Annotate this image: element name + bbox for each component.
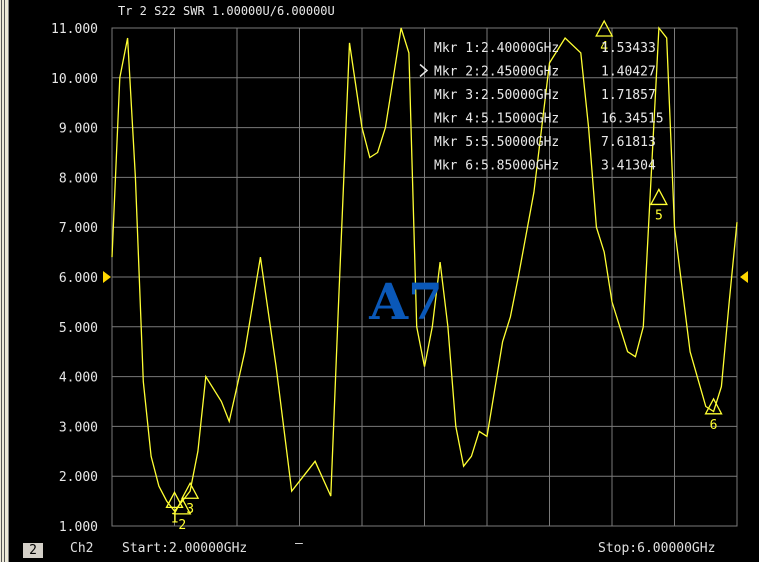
trace-header: Tr 2 S22 SWR 1.00000U/6.00000U [118, 4, 335, 18]
marker-2-label: Mkr 2:2.45000GHz [434, 65, 559, 80]
y-tick-labels: 11.000 10.000 9.000 8.000 7.000 6.000 5.000 4.0… [51, 22, 98, 535]
reference-level-markers [103, 271, 748, 283]
marker-6-triangle [704, 397, 723, 415]
marker-3-value: 1.71857 [601, 88, 656, 103]
y-tick-label: 8.000 [59, 171, 98, 186]
marker-3-label: Mkr 3:2.50000GHz [434, 88, 559, 103]
marker-4-triangle [595, 19, 614, 37]
y-tick-label: 11.000 [51, 22, 98, 37]
start-cursor-dash: — [295, 536, 303, 551]
marker-5-value: 7.61813 [601, 135, 656, 150]
s22-swr-trace [111, 26, 738, 513]
marker-5-triangle [649, 188, 668, 206]
window-left-edge [0, 0, 9, 562]
marker-3-triangle [181, 481, 200, 499]
plot-grid [111, 27, 738, 527]
stop-frequency[interactable]: Stop:6.00000GHz [598, 541, 716, 556]
marker-4-value: 16.34515 [601, 112, 664, 127]
y-tick-label: 2.000 [59, 470, 98, 485]
y-tick-label: 4.000 [59, 371, 98, 386]
marker-2-value: 1.40427 [601, 65, 656, 80]
marker-3-number: 3 [186, 502, 194, 517]
marker-6-label: Mkr 6:5.85000GHz [434, 159, 559, 174]
analyzer-display [9, 0, 759, 562]
start-frequency[interactable]: Start:2.00000GHz [122, 541, 248, 556]
marker-1-value: 1.53433 [601, 41, 656, 56]
active-marker-indicator [419, 63, 429, 78]
marker-2-triangle [173, 497, 192, 515]
y-tick-label: 6.000 [59, 271, 98, 286]
marker-1-number: 1 [171, 511, 179, 526]
marker-6-value: 3.41304 [601, 159, 656, 174]
y-tick-label: 3.000 [59, 420, 98, 435]
marker-4-label: Mkr 4:5.15000GHz [434, 112, 559, 127]
y-tick-label: 1.000 [59, 520, 98, 535]
marker-triangles: 1 23 4 5 6 [165, 19, 723, 533]
y-tick-label: 10.000 [51, 72, 98, 87]
channel-number[interactable]: 2 [23, 543, 43, 558]
overlay-label: A7 [368, 272, 443, 331]
status-bar [9, 538, 759, 562]
marker-2-number: 2 [178, 518, 186, 533]
marker-table: Mkr 1:2.40000GHz 1.53433 Mkr 2:2.45000GHz 1… [419, 41, 664, 174]
marker-4-number: 4 [600, 40, 608, 55]
marker-6-number: 6 [710, 418, 718, 433]
channel-label: Ch2 [70, 541, 94, 556]
reference-marker-right [740, 271, 748, 283]
marker-1-triangle [165, 491, 184, 509]
marker-1-label: Mkr 1:2.40000GHz [434, 41, 559, 56]
y-tick-label: 7.000 [59, 221, 98, 236]
marker-5-label: Mkr 5:5.50000GHz [434, 135, 559, 150]
reference-marker-left [103, 271, 111, 283]
marker-5-number: 5 [655, 208, 663, 223]
y-tick-label: 9.000 [59, 122, 98, 137]
y-tick-label: 5.000 [59, 321, 98, 336]
